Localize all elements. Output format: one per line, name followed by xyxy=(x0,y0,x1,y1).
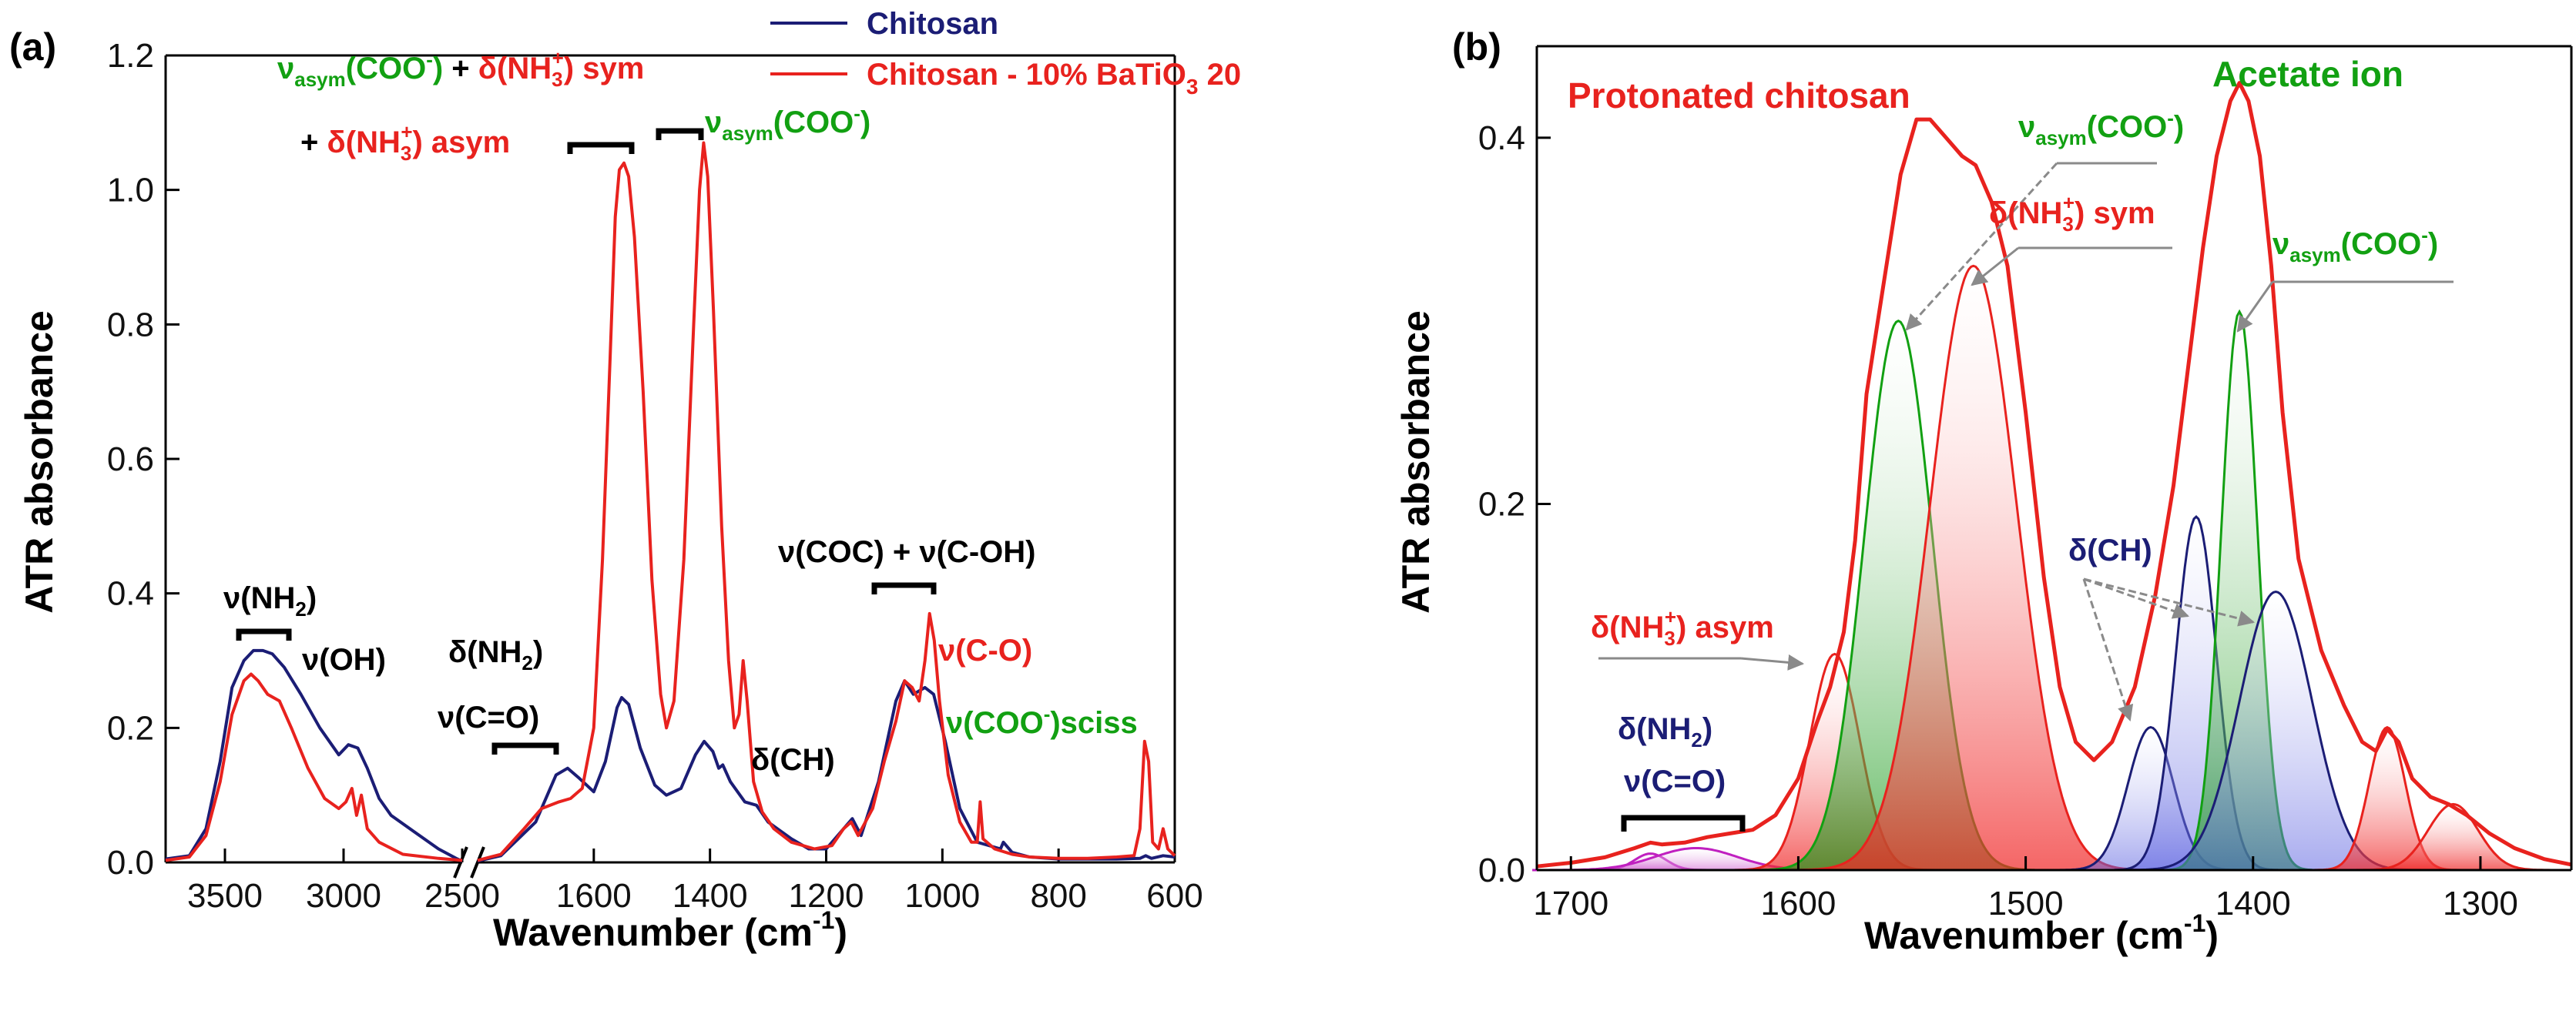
bracket-a-coc xyxy=(871,582,937,594)
panel-b-y-ticks: 0.0 0.2 0.4 xyxy=(1478,119,1551,889)
component-fill-delta-nh3-sym xyxy=(1800,266,2146,870)
ann-b-protonated-chitosan: Protonated chitosan xyxy=(1568,75,1910,115)
panel-b-x-tick-label: 1300 xyxy=(2443,885,2518,922)
panel-b-components xyxy=(1532,264,2554,872)
legend-chitosan-label: Chitosan xyxy=(867,7,998,41)
panel-b-envelope xyxy=(1536,81,2572,869)
panel-b-x-tick-label: 1500 xyxy=(1988,885,2064,922)
axis-break-mark-1 xyxy=(453,846,468,879)
ann-b-nh3-sym: δ(NH3+) sym xyxy=(1989,191,2155,236)
panel-b-x-title: Wavenumber (cm-1) xyxy=(1864,909,2219,957)
panel-a-y-tick-label: 1.2 xyxy=(107,37,154,75)
panel-a-y-tick-label: 0.0 xyxy=(107,844,154,882)
panel-a-x-tick-label: 1000 xyxy=(904,877,980,915)
ann-a-nu-c-o: ν(C-O) xyxy=(938,634,1032,668)
component-fill-red-1341 xyxy=(2314,727,2460,870)
panel-a-y-tick-label: 0.4 xyxy=(107,575,154,613)
ann-b-delta-nh2: δ(NH2) xyxy=(1618,712,1712,752)
panel-a-x-tick-label: 800 xyxy=(1030,877,1086,915)
component-fill-delta-ch-3 xyxy=(2130,591,2422,870)
component-line-delta-nh3-sym xyxy=(1800,264,2146,872)
panel-a-y-title: ATR absorbance xyxy=(18,310,61,614)
component-fill-nu-co xyxy=(1532,848,1860,870)
panel-a-label: (a) xyxy=(9,25,56,69)
ann-b-delta-ch-arrow-2 xyxy=(2083,577,2256,627)
ann-b-coo-1: νasym(COO-) xyxy=(2018,106,2184,149)
ann-b-acetate-ion: Acetate ion xyxy=(2212,54,2403,94)
panel-a-y-tick-label: 0.8 xyxy=(107,306,154,343)
ann-b-nh3-asym-arrow xyxy=(1740,654,1805,671)
panel-b-x-tick-label: 1400 xyxy=(2215,885,2291,922)
ann-b-nh3-asym: δ(NH3+) asym xyxy=(1591,605,1774,650)
bracket-a-co xyxy=(491,742,559,755)
panel-b-annotations: Protonated chitosan Acetate ion νasym(CO… xyxy=(1568,54,2454,832)
panel-b-x-ticks: 1700 1600 1500 1400 1300 xyxy=(1533,856,2518,922)
panel-a-y-ticks: 0.0 0.2 0.4 0.6 0.8 1.0 1.2 xyxy=(107,37,179,882)
ann-a-delta-ch: δ(CH) xyxy=(751,743,835,777)
axis-break-mark-2 xyxy=(470,846,485,879)
panel-a-y-tick-label: 0.2 xyxy=(107,709,154,747)
component-fill-delta-ch-2 xyxy=(2114,517,2279,870)
legend-batio3-label: Chitosan - 10% BaTiO3 20 xyxy=(867,58,1241,99)
ann-a-nu-asym-coo-top: νasym(COO-) + δ(NH3+) sym xyxy=(277,46,644,91)
panel-a-series xyxy=(165,141,1176,863)
ann-b-nh3-sym-arrow xyxy=(1971,246,2019,286)
panel-a: (a) 0.0 0.2 0.4 0.6 0.8 1.0 1.2 3500 3000 2500 16… xyxy=(9,7,1241,954)
component-fill-delta-nh3-asym xyxy=(1734,654,1935,870)
panel-a-x-tick-label: 600 xyxy=(1146,877,1202,915)
ann-a-delta-nh2: δ(NH2) xyxy=(448,635,543,675)
panel-b-x-tick-label: 1600 xyxy=(1760,885,1836,922)
ann-a-nu-oh: ν(OH) xyxy=(302,643,386,677)
ann-b-coo-2-arrow xyxy=(2236,281,2274,333)
ann-a-nu-asym-coo-right: νasym(COO-) xyxy=(705,102,870,145)
panel-a-y-tick-label: 1.0 xyxy=(107,172,154,209)
panel-a-y-tick-label: 0.6 xyxy=(107,440,154,478)
panel-b-y-tick-label: 0.2 xyxy=(1478,485,1525,523)
panel-b-y-title: ATR absorbance xyxy=(1394,310,1437,614)
component-fill-nu-asym-coo-2 xyxy=(2166,311,2313,870)
series-line-chitosan-batio3-left xyxy=(165,672,463,862)
ann-b-coo-1-arrow xyxy=(1905,162,2058,331)
panel-a-x-ticks: 3500 3000 2500 1600 1400 1200 1000 800 600 xyxy=(187,849,1203,915)
ann-a-coc: ν(COC) + ν(C-OH) xyxy=(778,535,1035,569)
panel-b: (b) 0.0 0.2 0.4 1700 1600 1500 1400 1300 Waven… xyxy=(1394,25,2573,957)
panel-a-legend: Chitosan Chitosan - 10% BaTiO3 20 xyxy=(770,7,1241,99)
ann-b-nu-co: ν(C=O) xyxy=(1624,765,1726,798)
ann-b-delta-ch-arrow-1 xyxy=(2083,577,2189,619)
panel-b-y-tick-label: 0.4 xyxy=(1478,119,1525,157)
panel-b-y-tick-label: 0.0 xyxy=(1478,852,1525,889)
panel-a-x-tick-label: 1400 xyxy=(673,877,748,915)
panel-a-x-tick-label: 1200 xyxy=(789,877,864,915)
panel-a-x-tick-label: 2500 xyxy=(424,877,500,915)
panel-b-label: (b) xyxy=(1452,25,1501,69)
panel-a-x-title: Wavenumber (cm-1) xyxy=(493,906,847,954)
ann-a-nu-nh2: ν(NH2) xyxy=(223,581,317,621)
panel-b-x-tick-label: 1700 xyxy=(1533,885,1608,922)
component-fill-nu-asym-coo-1 xyxy=(1762,320,2035,870)
ann-a-nu-coo-sciss: ν(COO-)sciss xyxy=(946,702,1138,740)
envelope-line xyxy=(1536,81,2572,869)
ann-a-nu-co: ν(C=O) xyxy=(438,701,539,735)
bracket-a-nh2 xyxy=(236,628,292,641)
ann-b-delta-ch: δ(CH) xyxy=(2068,534,2152,567)
series-line-chitosan-left xyxy=(165,648,463,863)
panel-a-x-tick-label: 3000 xyxy=(306,877,381,915)
panel-a-annotations: νasym(COO-) + δ(NH3+) sym + δ(NH3+) asym… xyxy=(223,46,1138,777)
component-fill-delta-ch-1 xyxy=(2059,727,2242,870)
ann-a-nh3-asym: + δ(NH3+) asym xyxy=(300,120,510,165)
component-line-red-1312 xyxy=(2353,802,2554,872)
ann-b-coo-2: νasym(COO-) xyxy=(2272,223,2438,266)
bracket-a-top-right xyxy=(656,128,704,140)
component-fill-red-1312 xyxy=(2353,804,2554,870)
ann-b-delta-ch-arrow-3 xyxy=(2082,578,2134,721)
panel-a-x-tick-label: 3500 xyxy=(187,877,263,915)
series-line-chitosan-batio3-right xyxy=(477,141,1176,862)
bracket-a-top-left xyxy=(567,142,635,154)
panel-a-x-tick-label: 1600 xyxy=(556,877,632,915)
bracket-b-nh2 xyxy=(1621,815,1746,832)
